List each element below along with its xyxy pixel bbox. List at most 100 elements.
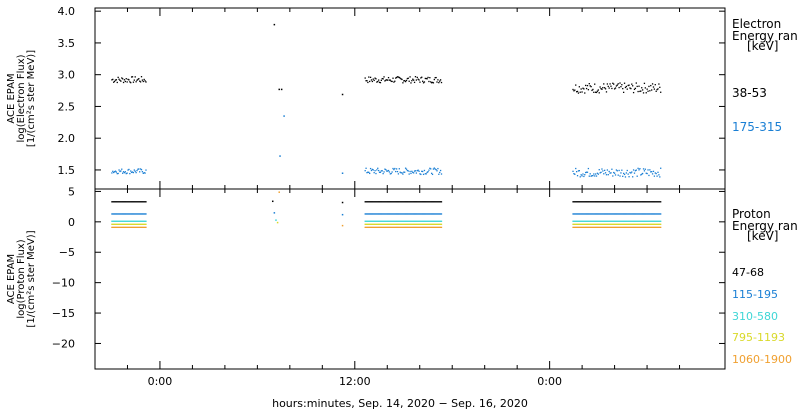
data-point	[594, 173, 597, 175]
data-point	[594, 220, 597, 222]
data-point	[577, 220, 580, 222]
data-point	[639, 226, 641, 229]
data-point	[587, 201, 590, 203]
data-point	[431, 173, 434, 176]
data-point	[397, 173, 400, 175]
data-point	[418, 220, 420, 222]
data-point	[627, 223, 629, 225]
data-point	[433, 220, 435, 222]
data-point	[123, 223, 126, 225]
data-point	[598, 223, 600, 225]
data-point	[649, 226, 651, 229]
data-point	[143, 172, 145, 174]
data-point	[660, 167, 662, 169]
data-point	[626, 226, 628, 229]
data-point	[127, 78, 129, 81]
data-point	[611, 168, 613, 170]
data-point	[119, 201, 121, 203]
data-point	[415, 172, 418, 174]
data-point	[600, 213, 602, 215]
data-point	[407, 220, 409, 222]
data-point	[596, 213, 599, 215]
data-point	[392, 167, 394, 170]
data-point	[595, 226, 598, 229]
data-point	[113, 80, 116, 83]
data-point	[122, 213, 125, 215]
data-point	[609, 213, 611, 215]
data-point	[137, 201, 139, 203]
data-point	[404, 226, 406, 229]
data-point	[373, 172, 375, 174]
data-point	[378, 201, 381, 203]
data-point	[594, 201, 596, 203]
data-point	[130, 226, 132, 229]
y-tick-label: 2.5	[58, 100, 76, 113]
data-point	[637, 213, 639, 215]
data-point	[142, 80, 144, 83]
data-point	[399, 223, 401, 225]
data-point	[647, 226, 649, 229]
data-point	[132, 81, 135, 83]
data-point	[143, 78, 145, 81]
data-point	[136, 201, 138, 203]
data-point	[655, 226, 657, 229]
data-point	[380, 226, 382, 229]
data-point	[136, 169, 138, 172]
data-point	[124, 226, 126, 229]
data-point	[596, 201, 599, 203]
data-point	[654, 213, 656, 215]
data-point	[378, 201, 380, 203]
data-point	[656, 88, 658, 91]
data-point	[134, 220, 136, 222]
data-point	[608, 226, 610, 229]
data-point	[399, 201, 401, 203]
data-point	[423, 223, 426, 225]
data-point	[417, 169, 419, 171]
data-point	[122, 201, 124, 203]
data-point	[111, 213, 113, 215]
data-point	[407, 201, 409, 203]
data-point	[628, 201, 630, 203]
data-point	[145, 213, 147, 215]
data-point	[129, 172, 131, 175]
data-point	[617, 226, 619, 229]
data-point	[142, 226, 144, 229]
data-point	[632, 223, 635, 225]
data-point	[369, 172, 371, 175]
data-point	[655, 213, 657, 215]
data-point	[436, 223, 438, 225]
data-point	[424, 226, 426, 229]
data-point	[585, 201, 587, 203]
data-point	[642, 168, 645, 170]
data-point	[140, 223, 143, 225]
data-point	[619, 223, 621, 225]
data-point	[393, 226, 395, 229]
data-point	[592, 226, 594, 229]
data-point	[580, 174, 582, 176]
data-point	[140, 226, 143, 229]
data-point	[589, 220, 591, 222]
data-point	[139, 220, 142, 222]
data-point	[405, 201, 408, 203]
data-point	[581, 223, 583, 225]
data-point	[405, 223, 408, 225]
data-point	[641, 226, 644, 229]
data-point	[424, 201, 426, 203]
data-point	[572, 213, 574, 215]
data-point	[417, 78, 419, 80]
data-point	[608, 87, 610, 89]
data-point	[376, 213, 378, 215]
data-point	[386, 220, 388, 222]
data-point	[585, 223, 588, 225]
data-point	[655, 220, 657, 222]
data-point	[618, 226, 620, 229]
data-point	[140, 169, 143, 171]
data-point	[647, 223, 649, 225]
series-115-195	[111, 212, 662, 216]
data-point	[435, 168, 437, 171]
data-point	[386, 213, 389, 215]
data-point	[625, 85, 628, 88]
data-point	[402, 223, 404, 225]
data-point	[606, 213, 609, 215]
data-point	[616, 223, 618, 225]
